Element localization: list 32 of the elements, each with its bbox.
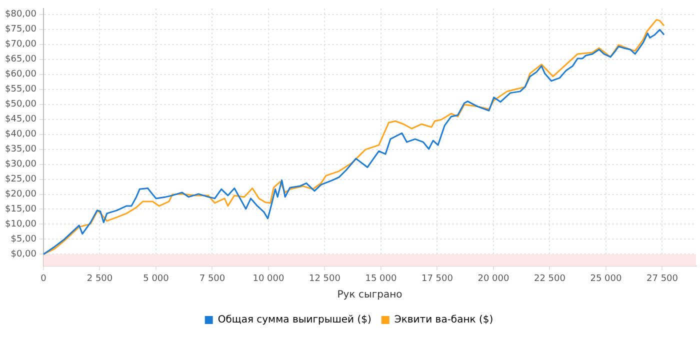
y-tick-label: $25,00	[4, 174, 37, 185]
legend-label: Эквити ва-банк ($)	[394, 314, 494, 326]
x-tick-label: 7 500	[199, 274, 226, 284]
x-tick-label: 10 000	[252, 274, 285, 284]
y-tick-label: $20,00	[4, 190, 37, 200]
y-tick-label: $80,00	[4, 10, 37, 20]
y-tick-label: $30,00	[4, 160, 37, 170]
y-tick-label: $40,00	[4, 130, 37, 140]
y-tick-label: $75,00	[4, 24, 37, 35]
y-tick-label: $5,00	[10, 234, 37, 245]
x-tick-label: 22 500	[534, 274, 566, 284]
y-tick-label: $55,00	[4, 84, 37, 95]
y-tick-label: $60,00	[4, 70, 37, 80]
x-tick-label: 0	[40, 274, 47, 284]
x-tick-label: 15 000	[365, 274, 398, 284]
x-axis-title: Рук сыграно	[337, 290, 402, 301]
x-tick-label: 27 500	[646, 274, 678, 284]
y-tick-label: $10,00	[4, 220, 37, 230]
y-tick-label: $0,00	[10, 250, 37, 260]
x-tick-label: 20 000	[478, 274, 510, 284]
y-tick-label: $70,00	[4, 40, 37, 50]
y-tick-label: $15,00	[4, 204, 37, 215]
y-tick-label: $65,00	[4, 54, 37, 65]
y-tick-label: $35,00	[4, 144, 37, 155]
x-tick-label: 2 500	[86, 274, 113, 284]
legend-label: Общая сумма выигрышей ($)	[218, 314, 372, 326]
x-tick-label: 25 000	[590, 274, 622, 284]
y-tick-label: $45,00	[4, 114, 37, 125]
y-tick-label: $50,00	[4, 100, 37, 110]
x-tick-label: 12 500	[308, 274, 341, 284]
x-tick-label: 17 500	[421, 274, 454, 284]
x-tick-label: 5 000	[143, 274, 170, 284]
